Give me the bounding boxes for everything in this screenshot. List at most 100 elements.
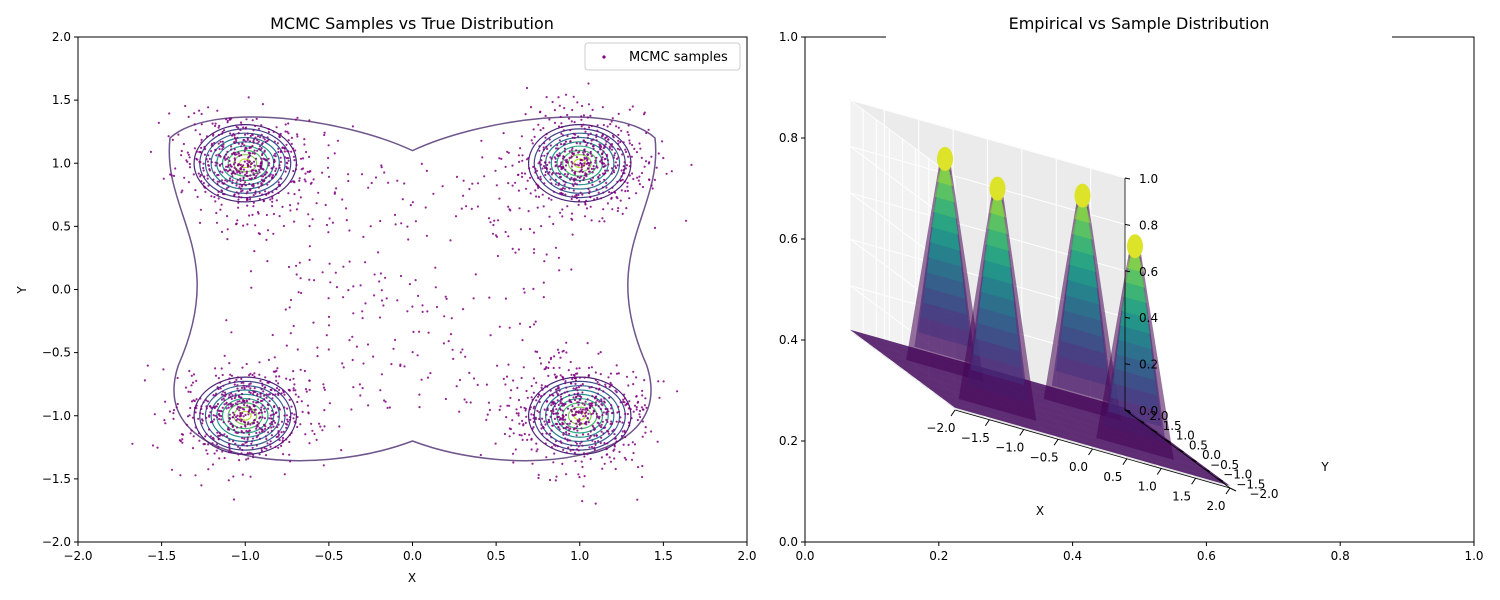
sample-point — [187, 115, 190, 118]
sample-point — [552, 190, 556, 193]
sample-point — [570, 120, 573, 123]
sample-point — [612, 156, 615, 159]
sample-point — [308, 388, 311, 391]
sample-point — [214, 374, 218, 377]
sample-point — [228, 159, 231, 163]
x3d-tick-label: 1.5 — [1172, 489, 1191, 503]
sample-point — [296, 116, 299, 119]
sample-point — [601, 420, 605, 423]
sample-point — [628, 197, 631, 200]
sample-point — [280, 392, 283, 395]
sample-point — [536, 409, 539, 412]
contour-line — [550, 393, 609, 438]
sample-point — [628, 174, 631, 177]
sample-point — [348, 229, 351, 232]
sample-point — [377, 251, 380, 254]
sample-point — [250, 286, 253, 289]
sample-point — [285, 167, 289, 170]
sample-point — [224, 395, 227, 398]
sample-point — [218, 418, 221, 421]
sample-point — [573, 427, 576, 430]
sample-point — [241, 189, 244, 192]
sample-point — [577, 135, 580, 138]
sample-point — [263, 173, 266, 176]
sample-point — [194, 129, 197, 132]
sample-point — [266, 260, 269, 263]
sample-point — [596, 129, 599, 132]
sample-point — [582, 153, 585, 156]
sample-point — [522, 287, 525, 290]
sample-point — [594, 396, 597, 399]
sample-point — [486, 413, 489, 416]
sample-point — [553, 417, 557, 420]
sample-point — [334, 271, 337, 274]
sample-point — [595, 188, 598, 191]
sample-point — [583, 127, 586, 130]
z3d-tick-mark — [1124, 316, 1131, 319]
surface-peak-cap — [937, 146, 953, 171]
sample-point — [257, 422, 260, 425]
sample-point — [388, 406, 391, 409]
sample-point — [528, 227, 532, 231]
sample-point — [270, 421, 273, 424]
sample-point — [485, 418, 488, 421]
contour-line — [193, 124, 298, 203]
sample-point — [581, 444, 584, 447]
sample-point — [249, 188, 252, 191]
sample-point — [298, 189, 301, 192]
sample-point — [251, 144, 254, 148]
sample-point — [237, 164, 240, 167]
sample-point — [235, 184, 238, 187]
sample-point — [168, 112, 171, 115]
sample-point — [578, 367, 581, 370]
sample-point — [308, 155, 311, 158]
sample-point — [223, 354, 226, 357]
sample-point — [578, 418, 581, 421]
sample-point — [245, 174, 248, 177]
sample-point — [312, 178, 315, 181]
sample-point — [229, 402, 232, 405]
sample-point — [625, 164, 629, 167]
sample-point — [249, 198, 252, 201]
sample-point — [582, 452, 586, 455]
sample-point — [589, 205, 592, 208]
sample-point — [285, 143, 288, 146]
sample-point — [198, 439, 201, 442]
sample-point — [520, 172, 524, 175]
sample-point — [247, 96, 250, 99]
sample-point — [495, 235, 499, 238]
sample-point — [207, 468, 210, 471]
sample-point — [601, 186, 605, 189]
sample-point — [536, 206, 539, 209]
sample-point — [610, 143, 614, 146]
sample-point — [275, 199, 278, 202]
outer-y-tick-label: 0.0 — [779, 535, 798, 549]
sample-point — [492, 223, 495, 227]
sample-point — [542, 296, 545, 299]
sample-point — [607, 138, 610, 141]
sample-point — [508, 435, 511, 438]
x3d-tick-label: 2.0 — [1206, 499, 1225, 513]
sample-point — [528, 167, 531, 170]
sample-point — [598, 383, 601, 386]
sample-point — [181, 189, 184, 192]
sample-point — [571, 218, 574, 221]
sample-point — [222, 193, 225, 196]
sample-point — [599, 147, 602, 150]
sample-point — [217, 434, 220, 437]
sample-point — [373, 273, 376, 276]
sample-point — [570, 149, 573, 152]
sample-point — [597, 352, 600, 355]
sample-point — [300, 168, 303, 171]
sample-point — [205, 399, 208, 402]
sample-point — [328, 402, 331, 405]
grid-line — [849, 331, 956, 411]
sample-point — [275, 167, 278, 170]
z3d-tick-mark — [1124, 223, 1131, 226]
sample-point — [297, 395, 300, 398]
sample-point — [545, 145, 548, 148]
sample-point — [597, 422, 600, 425]
sample-point — [594, 401, 597, 404]
sample-point — [340, 449, 343, 452]
sample-point — [243, 386, 246, 389]
